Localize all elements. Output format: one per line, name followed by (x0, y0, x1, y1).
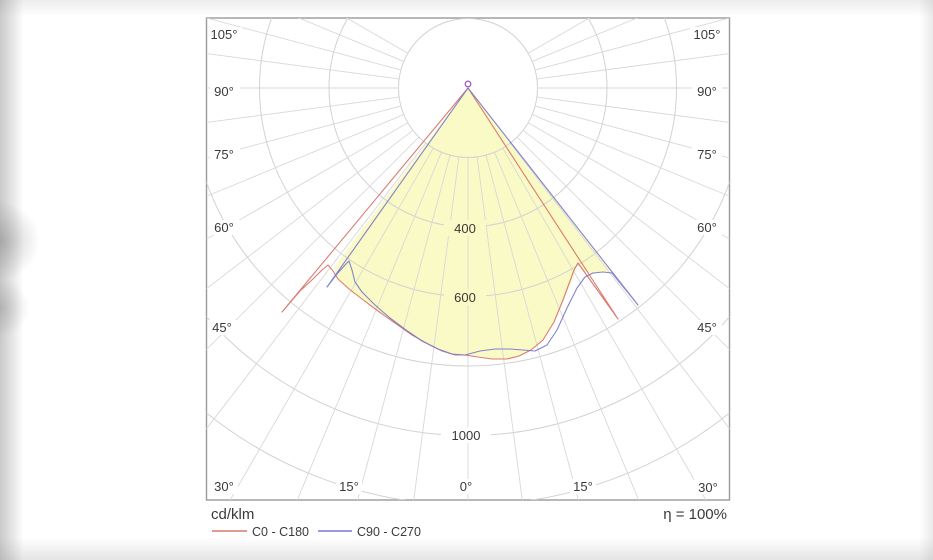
label-bg (692, 84, 722, 99)
angle-label-left-90: 90° (214, 84, 234, 99)
grid-spoke (502, 147, 707, 500)
grid-spoke (206, 114, 404, 197)
grid-spoke (476, 156, 523, 500)
grid-spoke (485, 155, 579, 500)
label-bg (336, 479, 362, 494)
label-bg (690, 27, 724, 42)
ring-label-1000: 1000 (452, 428, 481, 443)
grid-spoke (206, 136, 420, 351)
label-bg (692, 320, 722, 335)
grid-spoke (535, 18, 730, 71)
ring-label-600: 600 (454, 290, 476, 305)
origin-marker-icon (464, 80, 472, 88)
grid-spoke (532, 18, 639, 62)
angle-label-left-75: 75° (214, 147, 234, 162)
grid-spoke (536, 53, 730, 80)
angle-label-left-105: 105° (211, 27, 238, 42)
legend-label-c0-c180: C0 - C180 (252, 525, 309, 539)
grid-spoke (522, 129, 730, 290)
unit-label: cd/klm (211, 506, 254, 523)
angle-label-right-45: 45° (697, 320, 717, 335)
grid-spoke (206, 122, 409, 240)
angle-label-left-45: 45° (212, 320, 232, 335)
ring-label-bg (444, 289, 486, 305)
grid-spoke (206, 142, 427, 430)
grid-spoke (357, 155, 451, 500)
label-bg (208, 27, 242, 42)
grid-spoke (229, 147, 434, 500)
legend: C0 - C180 C90 - C270 (212, 525, 421, 539)
label-bg (694, 479, 722, 494)
angle-label-right-90: 90° (697, 84, 717, 99)
angle-label-right-105: 105° (694, 27, 721, 42)
grid-spoke (296, 152, 442, 500)
label-bg (570, 479, 596, 494)
grid-spoke (206, 53, 400, 80)
label-bg (210, 220, 240, 235)
label-bg (210, 84, 240, 99)
grid-spoke (206, 129, 414, 290)
label-bg (454, 479, 478, 494)
efficiency-label: η = 100% (663, 506, 727, 523)
legend-label-c90-c270: C90 - C270 (357, 525, 421, 539)
grid-spoke (206, 96, 400, 123)
angle-label-right-60: 60° (697, 220, 717, 235)
angle-label-bottom-30R: 30° (698, 480, 718, 495)
grid-spoke (509, 142, 730, 430)
angle-label-bottom-30L: 30° (214, 479, 234, 494)
grid-spoke (527, 122, 730, 240)
grid-spoke (297, 18, 404, 62)
ring-label-bg (441, 427, 491, 443)
grid-spoke (535, 105, 730, 159)
label-bg (692, 147, 722, 162)
grid-spoke (516, 136, 730, 351)
grid-spoke (494, 152, 640, 500)
angle-label-bottom-0: 0° (460, 479, 472, 494)
label-bg (208, 320, 238, 335)
grid-spoke (536, 96, 730, 123)
angle-label-bottom-15R: 15° (573, 479, 593, 494)
curve-c90-c270 (326, 87, 639, 356)
angle-label-bottom-15L: 15° (339, 479, 359, 494)
label-bg (210, 147, 240, 162)
grid-spoke (532, 114, 730, 197)
grid-spoke (206, 105, 401, 159)
label-bg (210, 479, 238, 494)
label-bg (692, 220, 722, 235)
grid-spoke (413, 156, 460, 500)
angle-label-right-75: 75° (697, 147, 717, 162)
curve-c0-c180 (281, 87, 619, 360)
ring-label-400: 400 (454, 221, 476, 236)
grid-spoke (206, 18, 401, 71)
ring-label-bg (444, 220, 486, 236)
angle-label-left-60: 60° (214, 220, 234, 235)
